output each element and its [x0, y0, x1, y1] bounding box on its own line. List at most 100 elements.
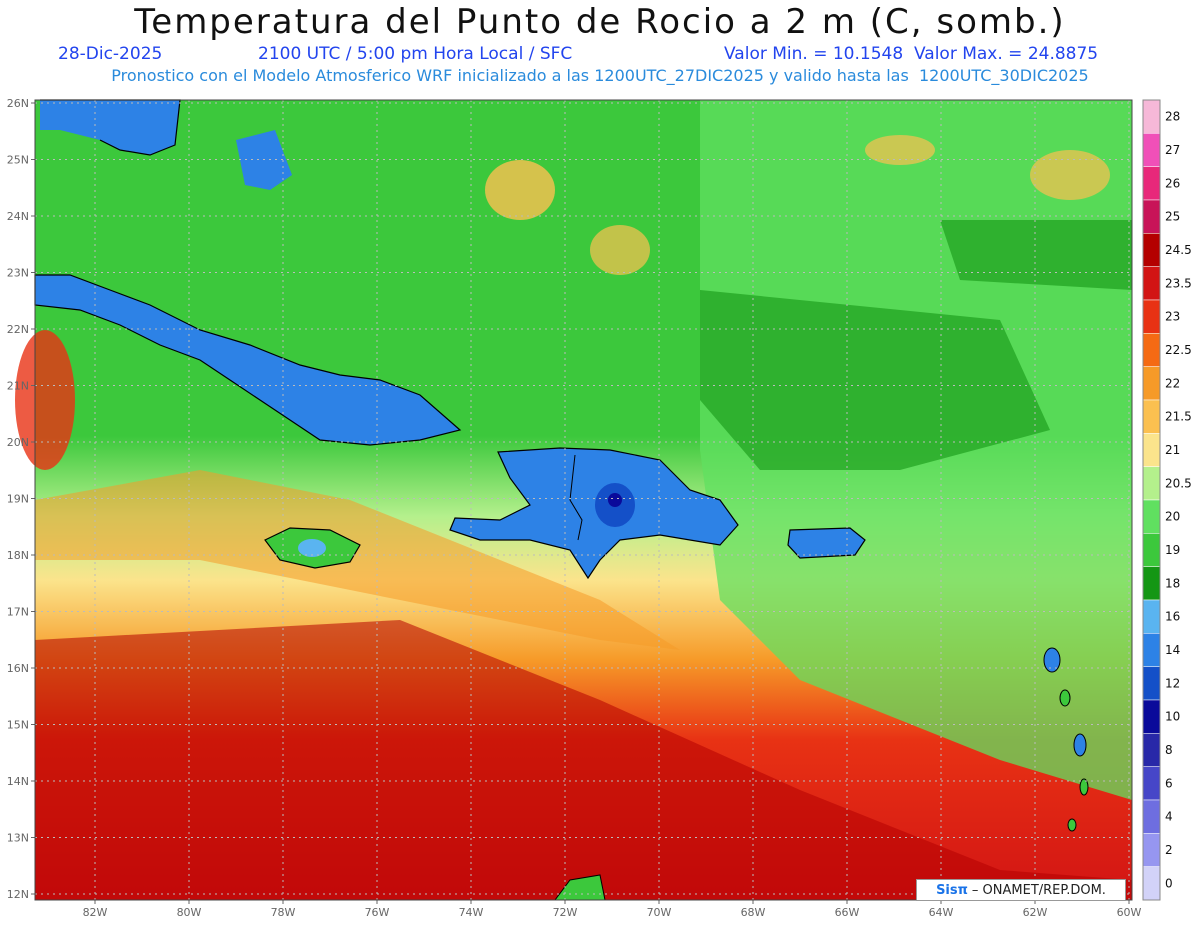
colorbar-swatch	[1142, 133, 1161, 167]
colorbar-label: 16	[1165, 610, 1180, 624]
colorbar-swatch	[1142, 166, 1161, 201]
lat-label: 19N	[7, 493, 29, 506]
colorbar: 2827262524.523.52322.52221.52120.5201918…	[1142, 99, 1192, 901]
colorbar-label: 26	[1165, 176, 1180, 190]
colorbar-swatch	[1142, 233, 1161, 267]
blob	[485, 160, 555, 220]
colorbar-swatch	[1142, 533, 1161, 567]
lat-label: 24N	[7, 210, 29, 223]
colorbar-label: 14	[1165, 643, 1180, 657]
colorbar-label: 28	[1165, 110, 1180, 124]
lat-label: 21N	[7, 380, 29, 393]
colorbar-swatch	[1142, 833, 1161, 867]
lat-label: 15N	[7, 719, 29, 732]
colorbar-label: 27	[1165, 143, 1180, 157]
blob	[590, 225, 650, 275]
colorbar-label: 24.5	[1165, 243, 1192, 257]
colorbar-label: 2	[1165, 843, 1173, 857]
colorbar-label: 12	[1165, 676, 1180, 690]
st-lucia	[1079, 778, 1089, 796]
dark-green-patch	[700, 290, 1050, 470]
lat-label: 26N	[7, 97, 29, 110]
colorbar-swatch	[1142, 199, 1161, 234]
lat-label: 12N	[7, 888, 29, 901]
model-info: Pronostico con el Modelo Atmosferico WRF…	[111, 66, 1089, 85]
lon-label: 78W	[271, 906, 296, 919]
lon-label: 80W	[177, 906, 202, 919]
credit-text: – ONAMET/REP.DOM.	[971, 882, 1106, 898]
st-vincent	[1067, 818, 1077, 832]
colorbar-label: 10	[1165, 710, 1180, 724]
orange-band	[35, 470, 680, 650]
colorbar-swatch	[1142, 99, 1161, 134]
lon-label: 70W	[647, 906, 672, 919]
colorbar-swatch	[1142, 566, 1161, 601]
colorbar-label: 20	[1165, 510, 1180, 524]
lon-label: 76W	[365, 906, 390, 919]
colorbar-swatch	[1142, 266, 1161, 301]
colorbar-label: 0	[1165, 876, 1173, 890]
lat-labels: 26N 25N 24N 23N 22N 21N 20N 19N 18N 17N 16N 15N 14N 1…	[7, 97, 29, 901]
map-frame	[34, 99, 1133, 901]
colorbar-label: 8	[1165, 743, 1173, 757]
lat-label: 16N	[7, 662, 29, 675]
florida-land	[40, 100, 180, 155]
lat-label: 20N	[7, 436, 29, 449]
colorbar-label: 25	[1165, 210, 1180, 224]
colorbar-label: 23.5	[1165, 276, 1192, 290]
lon-label: 62W	[1023, 906, 1048, 919]
colorbar-label: 20.5	[1165, 476, 1192, 490]
lat-label: 17N	[7, 606, 29, 619]
lat-label: 18N	[7, 549, 29, 562]
dominica	[1059, 689, 1071, 707]
colorbar-label: 4	[1165, 810, 1173, 824]
colorbar-frame	[1142, 99, 1161, 901]
lon-label: 60W	[1117, 906, 1142, 919]
lat-label: 22N	[7, 323, 29, 336]
colorbar-swatch	[1142, 366, 1161, 401]
lon-label: 74W	[459, 906, 484, 919]
lat-label: 14N	[7, 775, 29, 788]
colorbar-swatch	[1142, 799, 1161, 834]
dry-red-zone	[35, 620, 1132, 900]
border-haiti-dr	[569, 454, 583, 541]
colorbar-label: 18	[1165, 576, 1180, 590]
colorbar-label: 21	[1165, 443, 1180, 457]
colorbar-label: 22	[1165, 376, 1180, 390]
jamaica-interior	[298, 539, 326, 557]
colorbar-label: 19	[1165, 543, 1180, 557]
colorbar-label: 6	[1165, 776, 1173, 790]
date-label: 28-Dic-2025	[58, 44, 163, 64]
hispaniola-land	[449, 447, 739, 580]
colorbar-swatch	[1142, 633, 1161, 667]
puerto-rico-land	[787, 527, 866, 559]
colorbar-swatch	[1142, 333, 1161, 367]
blob	[865, 135, 935, 165]
martinique	[1073, 733, 1087, 757]
colorbar-swatch	[1142, 866, 1161, 901]
lon-labels: 82W 80W 78W 76W 74W 72W 70W 68W 66W 64W 62W 60W	[83, 906, 1142, 919]
blob-florida-strait	[15, 330, 75, 470]
colorbar-swatch	[1142, 766, 1161, 801]
colorbar-swatch	[1142, 699, 1161, 734]
lat-label: 23N	[7, 267, 29, 280]
dark-green-patch-ne	[940, 220, 1132, 290]
cuba-land	[34, 274, 462, 446]
colorbar-swatch	[1142, 299, 1161, 334]
colorbar-swatch	[1142, 733, 1161, 767]
minmax-label: Valor Min. = 10.1548 Valor Max. = 24.887…	[724, 44, 1099, 64]
colorbar-label: 21.5	[1165, 410, 1192, 424]
colorbar-label: 22.5	[1165, 343, 1192, 357]
guadeloupe	[1043, 647, 1061, 673]
colorbar-label: 23	[1165, 310, 1180, 324]
lon-label: 64W	[929, 906, 954, 919]
lon-label: 68W	[741, 906, 766, 919]
graticule	[31, 100, 1132, 904]
lon-label: 82W	[83, 906, 108, 919]
colorbar-swatch	[1142, 599, 1161, 634]
lon-label: 66W	[835, 906, 860, 919]
page-title: Temperatura del Punto de Rocio a 2 m (C,…	[134, 2, 1066, 42]
lat-label: 25N	[7, 154, 29, 167]
lat-label: 13N	[7, 832, 29, 845]
